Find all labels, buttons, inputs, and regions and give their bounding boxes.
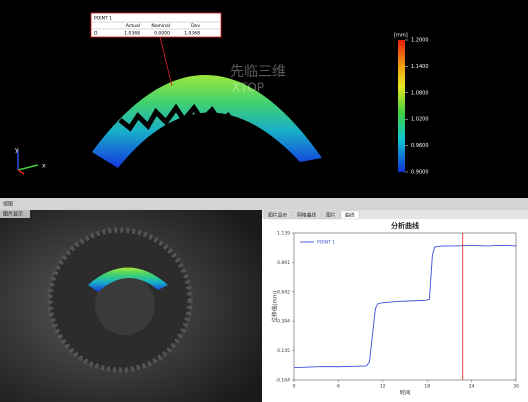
- axis-x: [17, 164, 39, 171]
- x-tick-label: 30: [513, 384, 519, 390]
- scale-label: 1.0800: [411, 90, 429, 96]
- tab[interactable]: [0, 210, 30, 218]
- legend-label: POINT 1: [317, 240, 335, 246]
- tooltip-row-label: D: [94, 31, 98, 37]
- color-bar: [398, 40, 405, 172]
- y-tick-label: 0.394: [277, 319, 290, 325]
- x-tick-label: 6: [337, 384, 340, 390]
- x-tick-label: 24: [469, 384, 475, 390]
- tab[interactable]: [292, 210, 322, 220]
- tooltip-title: POINT 1: [94, 16, 112, 22]
- plot-frame: [293, 232, 517, 381]
- gear-teeth: [118, 103, 232, 132]
- x-axis-label: 时间: [399, 389, 410, 397]
- axis-label: x: [42, 163, 46, 170]
- tab-label[interactable]: 曲线: [345, 212, 355, 219]
- analysis-panel: [262, 210, 528, 402]
- tooltip-leader: [159, 36, 173, 87]
- watermark: XTOP: [232, 81, 264, 95]
- y-tick-label: 0.642: [277, 289, 290, 295]
- tab-label[interactable]: 图片显示: [3, 211, 23, 218]
- gear-hub: [95, 275, 155, 335]
- panel-title: 视图: [3, 201, 13, 208]
- tab-label[interactable]: 图片: [326, 212, 336, 219]
- tooltip-column: Actual: [126, 23, 140, 29]
- scale-label: 0.9000: [411, 170, 429, 176]
- tab[interactable]: [321, 210, 341, 220]
- watermark: 先临三维: [230, 64, 286, 80]
- panel-header: [0, 198, 528, 210]
- x-tick-label: 12: [380, 384, 386, 390]
- y-tick-label: 1.139: [277, 231, 290, 237]
- scan-overlay: [88, 267, 168, 292]
- y-tick-label: 0.145: [277, 348, 290, 354]
- tooltip-value: 0.0000: [154, 31, 170, 37]
- chart-title: 分析曲线: [391, 221, 419, 230]
- tooltip-value: 1.0368: [184, 31, 200, 37]
- tooltip-column: Nominal: [151, 23, 170, 29]
- y-tick-label: 0.891: [277, 260, 290, 266]
- scale-unit: [mm]: [394, 33, 408, 39]
- y-axis-label: 位移值(mm): [271, 291, 279, 323]
- tab-label[interactable]: 网格曲线: [297, 212, 316, 219]
- tooltip-value: 1.0368: [124, 31, 140, 37]
- scale-label: 1.1400: [411, 64, 429, 70]
- axis-label: y: [15, 147, 19, 154]
- data-line: [293, 244, 517, 369]
- scan-surface: [92, 74, 322, 168]
- scale-label: 0.9600: [411, 143, 429, 149]
- y-tick-label: -0.104: [275, 378, 290, 384]
- tab[interactable]: [263, 210, 293, 220]
- tab-label[interactable]: 图片显示: [268, 212, 287, 219]
- tab[interactable]: [340, 210, 360, 220]
- scale-label: 1.0200: [411, 117, 429, 123]
- tooltip-column: Dev: [191, 23, 200, 29]
- tab-bar: [262, 210, 528, 219]
- axis-z: [17, 169, 25, 175]
- scale-label: 1.2000: [411, 38, 429, 44]
- x-tick-label: 18: [424, 384, 430, 390]
- x-tick-label: 0: [293, 384, 296, 390]
- tooltip: [90, 12, 222, 38]
